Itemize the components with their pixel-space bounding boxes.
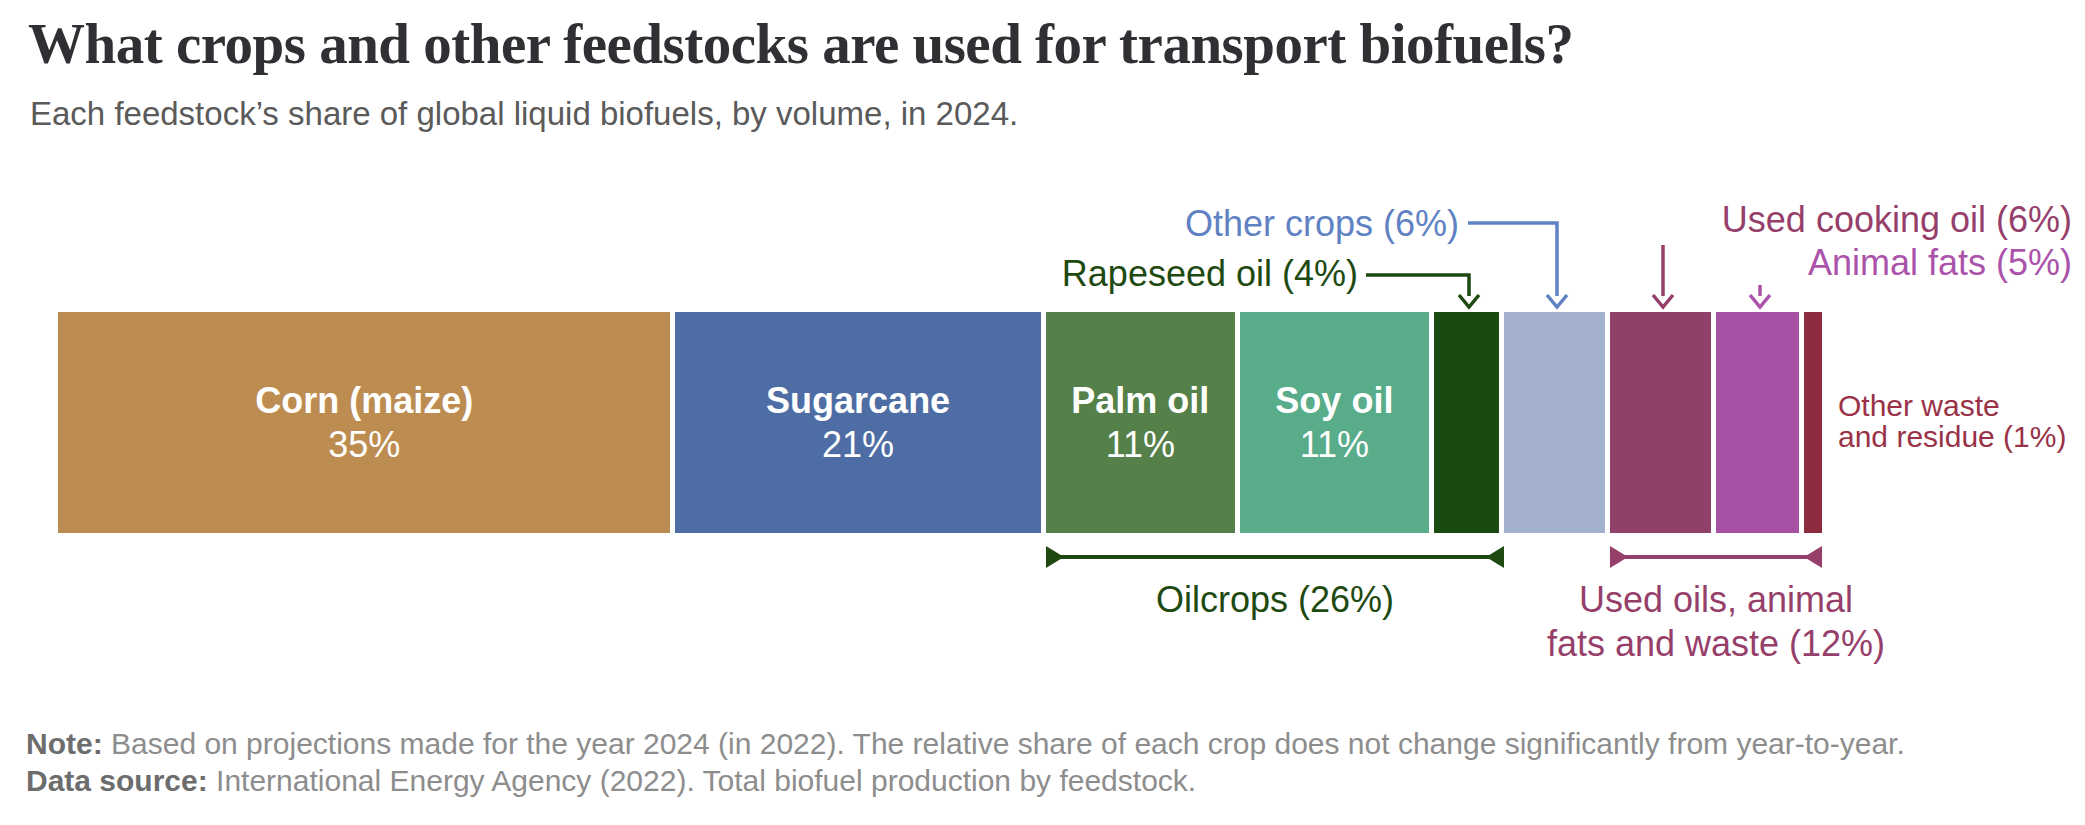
chart-title: What crops and other feedstocks are used… — [28, 8, 1574, 80]
segment-name-label: Corn (maize) — [255, 379, 473, 423]
other-crops-connector-line — [1468, 223, 1557, 296]
used-oils-line-2: fats and waste (12%) — [1547, 623, 1885, 664]
note-text: Based on projections made for the year 2… — [111, 727, 1905, 760]
oilcrops-bracket-left-arrow-icon — [1046, 546, 1064, 568]
bar-segment-soy-oil: Soy oil11% — [1240, 312, 1434, 533]
chart-subtitle: Each feedstock’s share of global liquid … — [30, 94, 1018, 134]
group-label-used-oils: Used oils, animal fats and waste (12%) — [1496, 578, 1936, 666]
stacked-bar: Corn (maize)35%Sugarcane21%Palm oil11%So… — [58, 312, 1822, 533]
bar-segment-palm-oil: Palm oil11% — [1046, 312, 1240, 533]
note-label: Note: — [26, 727, 103, 760]
callout-animal-fats: Animal fats (5%) — [1808, 241, 2072, 285]
segment-value-label: 11% — [1106, 423, 1175, 467]
source-label: Data source: — [26, 764, 208, 797]
chart-note: Note: Based on projections made for the … — [26, 726, 1905, 762]
segment-value-label: 21% — [822, 423, 894, 467]
group-label-oilcrops: Oilcrops (26%) — [1075, 578, 1475, 622]
bar-segment-other-crops — [1504, 312, 1610, 533]
callout-other-crops: Other crops (6%) — [1185, 202, 1459, 246]
other-crops-arrow-down-icon — [1547, 295, 1567, 307]
other-waste-line-1: Other waste — [1838, 389, 2000, 422]
oilcrops-bracket-right-arrow-icon — [1486, 546, 1504, 568]
bar-segment-used-cooking-oil — [1610, 312, 1716, 533]
segment-value-label: 11% — [1300, 423, 1369, 467]
callout-used-cooking-oil: Used cooking oil (6%) — [1722, 198, 2072, 242]
bar-segment-other-waste-and-residue — [1804, 312, 1822, 533]
segment-name-label: Sugarcane — [766, 379, 950, 423]
bar-segment-sugarcane: Sugarcane21% — [675, 312, 1045, 533]
callout-rapeseed-oil: Rapeseed oil (4%) — [1062, 252, 1358, 296]
other-waste-line-2: and residue (1%) — [1838, 420, 2066, 453]
used-oils-bracket-left-arrow-icon — [1610, 546, 1628, 568]
bar-segment-corn-maize-: Corn (maize)35% — [58, 312, 675, 533]
rapeseed-connector-line — [1366, 275, 1469, 296]
bar-segment-rapeseed-oil — [1434, 312, 1505, 533]
segment-name-label: Palm oil — [1071, 379, 1209, 423]
biofuel-feedstock-chart: What crops and other feedstocks are used… — [0, 0, 2085, 825]
segment-value-label: 35% — [328, 423, 400, 467]
used-oils-line-1: Used oils, animal — [1579, 579, 1853, 620]
used-cooking-arrow-down-icon — [1653, 295, 1673, 307]
animal-fats-arrow-down-icon — [1750, 295, 1770, 307]
source-text: International Energy Agency (2022). Tota… — [216, 764, 1196, 797]
used-oils-bracket-right-arrow-icon — [1804, 546, 1822, 568]
callout-other-waste: Other waste and residue (1%) — [1838, 390, 2066, 452]
rapeseed-arrow-down-icon — [1459, 295, 1479, 307]
segment-name-label: Soy oil — [1275, 379, 1393, 423]
bar-segment-animal-fats — [1716, 312, 1804, 533]
chart-source: Data source: International Energy Agency… — [26, 763, 1196, 799]
